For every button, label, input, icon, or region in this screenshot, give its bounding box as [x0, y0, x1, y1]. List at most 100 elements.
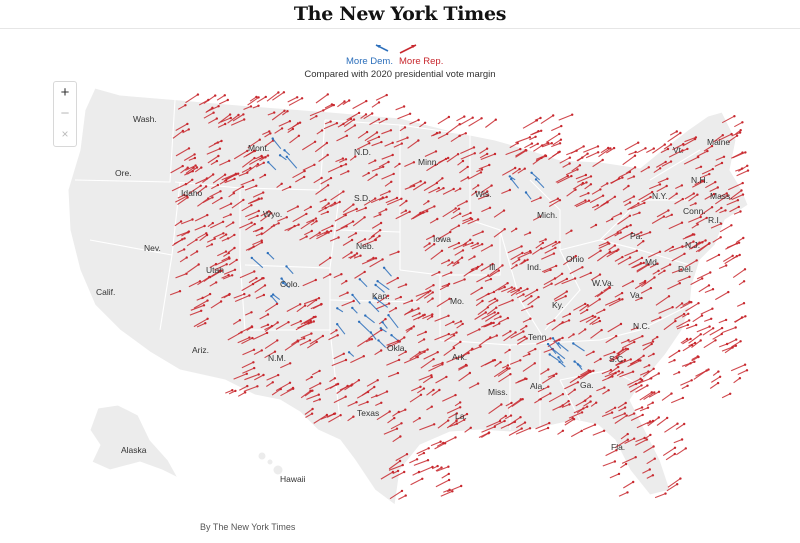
arrow-head — [652, 147, 655, 150]
arrow-head — [357, 111, 361, 115]
arrow-head — [447, 472, 450, 476]
masthead[interactable]: The New York Times — [0, 0, 800, 29]
arrow-head — [506, 364, 510, 367]
arrow-head — [405, 199, 408, 203]
rep-shift-arrow — [420, 205, 435, 214]
rep-shift-arrow — [729, 206, 740, 213]
rep-shift-arrow — [188, 185, 202, 195]
rep-shift-arrow — [660, 264, 671, 270]
arrow-head — [376, 280, 379, 283]
arrow-head — [423, 181, 427, 184]
arrow-head — [584, 302, 587, 306]
arrow-head — [434, 150, 438, 153]
rep-shift-arrow — [254, 277, 263, 284]
rep-shift-arrow — [432, 362, 443, 368]
arrow-head — [388, 190, 391, 193]
dem-shift-arrow — [374, 297, 389, 308]
rep-shift-arrow — [403, 300, 413, 305]
rep-shift-arrow — [286, 303, 301, 312]
arrow-head — [366, 400, 369, 404]
rep-shift-arrow — [564, 418, 575, 426]
arrow-head — [568, 312, 572, 316]
rep-shift-arrow — [622, 155, 636, 166]
state-label-ky: Ky. — [552, 300, 564, 310]
zoom-out-button[interactable]: − — [60, 105, 70, 122]
arrow-head — [233, 233, 236, 237]
rep-shift-arrow — [377, 391, 388, 397]
arrow-head — [637, 358, 640, 362]
rep-shift-arrow — [558, 319, 570, 326]
rep-shift-arrow — [651, 216, 665, 224]
rep-shift-arrow — [538, 427, 549, 433]
arrow-head — [479, 171, 483, 174]
arrow-head — [633, 340, 636, 344]
arrow-head — [466, 165, 469, 169]
rep-shift-arrow — [213, 232, 224, 239]
arrow-head — [202, 304, 206, 307]
arrow-head — [729, 392, 732, 395]
arrow-head — [303, 169, 306, 173]
arrow-head — [511, 299, 514, 302]
rep-shift-arrow — [389, 490, 403, 500]
arrow-head — [260, 154, 263, 158]
arrow-head — [326, 210, 329, 214]
rep-shift-arrow — [624, 250, 638, 257]
arrow-head — [701, 277, 704, 280]
arrow-head — [463, 278, 466, 281]
rep-shift-arrow — [217, 114, 231, 124]
arrow-head — [452, 187, 455, 191]
rep-shift-arrow — [559, 157, 571, 164]
arrow-head — [669, 143, 673, 146]
arrow-head — [452, 346, 456, 350]
rep-shift-arrow — [309, 335, 324, 345]
rep-shift-arrow — [593, 358, 601, 364]
arrow-head — [342, 190, 345, 193]
zoom-in-button[interactable]: + — [60, 84, 70, 101]
arrow-head — [411, 308, 414, 311]
arrow-head — [186, 196, 189, 199]
rep-shift-arrow — [253, 349, 263, 355]
arrow-head — [746, 169, 750, 172]
arrow-head — [313, 140, 317, 143]
arrow-head — [215, 117, 218, 120]
reset-zoom-button[interactable]: × — [61, 127, 69, 141]
rep-shift-arrow — [543, 348, 553, 353]
rep-shift-arrow — [541, 241, 557, 250]
arrow-head — [459, 340, 462, 344]
arrow-head — [338, 200, 341, 204]
arrow-head — [472, 146, 476, 149]
arrow-head — [555, 264, 558, 268]
rep-shift-arrow — [517, 168, 526, 174]
arrow-head — [513, 287, 516, 290]
rep-shift-arrow — [515, 149, 526, 157]
arrow-head — [464, 242, 467, 245]
arrow-head — [193, 153, 196, 156]
arrow-head — [601, 158, 604, 162]
arrow-head — [355, 401, 358, 404]
arrow-head — [652, 445, 655, 448]
arrow-head — [486, 190, 489, 193]
rep-shift-arrow — [219, 203, 232, 210]
rep-shift-arrow — [562, 313, 571, 318]
rep-shift-arrow — [530, 197, 541, 203]
rep-shift-arrow — [254, 374, 264, 381]
arrow-head — [266, 323, 270, 326]
arrow-head — [493, 297, 497, 300]
rep-shift-arrow — [696, 326, 710, 333]
rep-shift-arrow — [440, 259, 450, 265]
arrow-head — [214, 94, 217, 97]
arrow-head — [640, 256, 644, 260]
arrow-head — [441, 361, 444, 365]
rep-shift-arrow — [385, 197, 398, 204]
arrow-head — [556, 197, 560, 200]
arrow-head — [257, 197, 260, 200]
rep-shift-arrow — [719, 192, 728, 198]
arrow-head — [179, 220, 183, 223]
arrow-head — [377, 135, 381, 139]
contiguous-us-shape — [67, 87, 749, 506]
arrow-head — [558, 241, 561, 244]
arrow-head — [609, 368, 613, 372]
arrow-head — [490, 244, 493, 247]
nyt-logo[interactable]: The New York Times — [293, 3, 507, 25]
